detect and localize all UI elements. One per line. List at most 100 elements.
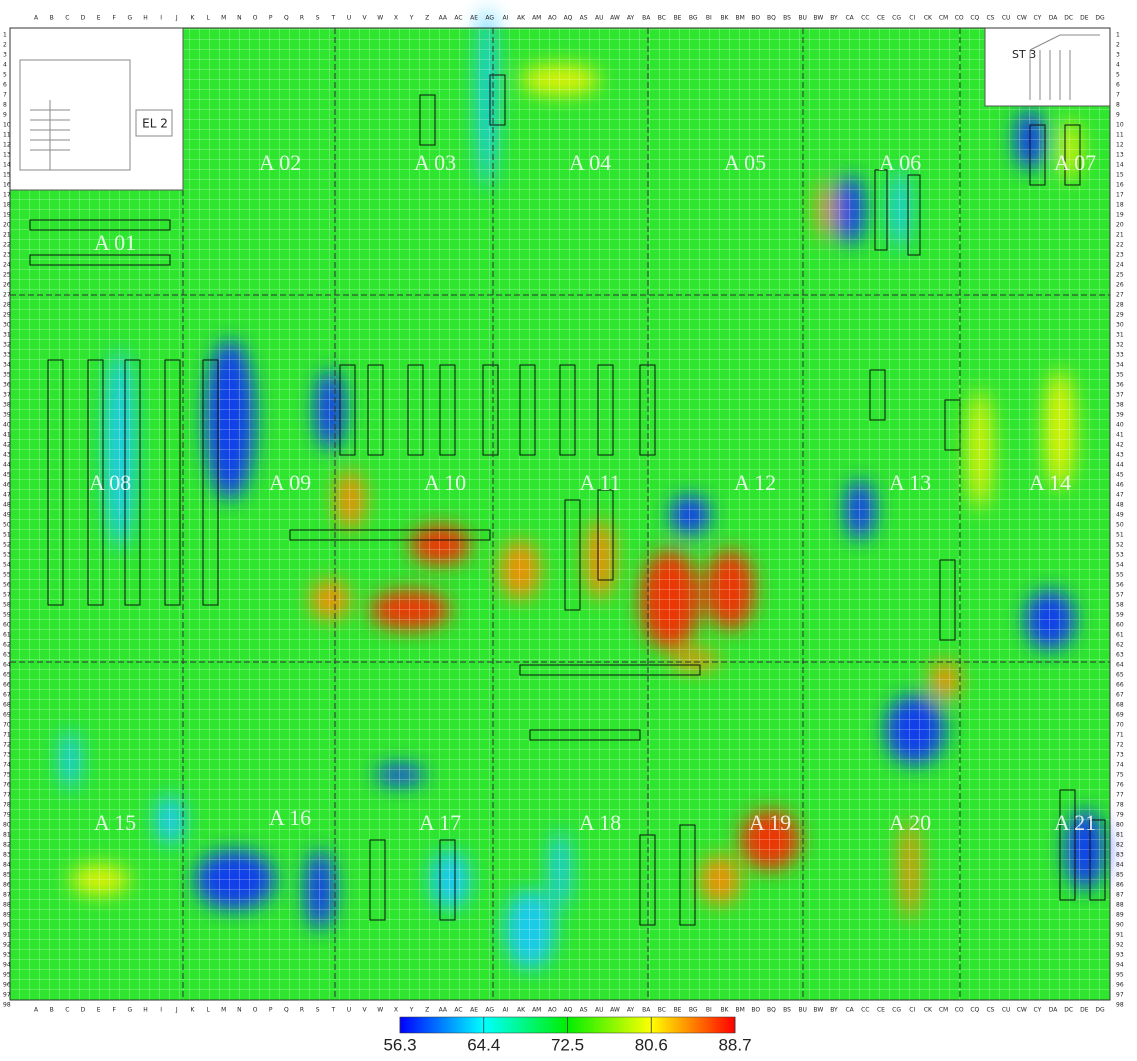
row-label: 60 <box>1116 622 1124 629</box>
row-label: 55 <box>3 572 11 579</box>
row-label: 75 <box>1116 772 1124 779</box>
column-label: V <box>363 15 368 22</box>
row-label: 29 <box>3 312 11 319</box>
column-label: R <box>300 1007 304 1014</box>
row-label: 94 <box>3 962 11 969</box>
row-label: 82 <box>3 842 11 849</box>
area-label: A 15 <box>94 810 136 835</box>
column-label: AQ <box>564 15 573 22</box>
column-label: G <box>128 15 133 22</box>
row-label: 60 <box>3 622 11 629</box>
column-label: Z <box>425 15 429 22</box>
row-label: 4 <box>3 62 7 69</box>
shelves <box>29 74 1106 926</box>
column-label: P <box>269 15 273 22</box>
row-label: 4 <box>1116 62 1120 69</box>
area-label: A 08 <box>89 470 131 495</box>
row-label: 51 <box>3 532 11 539</box>
row-label: 89 <box>1116 912 1124 919</box>
row-label: 81 <box>3 832 11 839</box>
column-label: CW <box>1017 1007 1027 1014</box>
shelf <box>339 364 356 456</box>
row-label: 42 <box>1116 442 1124 449</box>
row-label: 22 <box>3 242 11 249</box>
row-label: 54 <box>1116 562 1124 569</box>
row-label: 53 <box>1116 552 1124 559</box>
column-label: BY <box>830 1007 838 1014</box>
colorbar-ticks: 56.3 64.4 72.5 80.6 88.7 <box>383 1017 752 1054</box>
area-labels: A 01 A 02 A 03 A 04 A 05 A 06 A 07 A 08 A 09 A 10… <box>89 150 1096 835</box>
column-label: AI <box>502 1007 508 1014</box>
colorbar-tick-label: 80.6 <box>635 1035 668 1054</box>
row-label: 1 <box>3 32 7 39</box>
row-label: 7 <box>1116 92 1120 99</box>
column-label: I <box>160 1007 162 1014</box>
row-label: 68 <box>3 702 11 709</box>
shelf <box>439 839 456 921</box>
row-label: 42 <box>3 442 11 449</box>
row-label: 58 <box>1116 602 1124 609</box>
column-label: CS <box>986 1007 994 1014</box>
row-label: 24 <box>1116 262 1124 269</box>
shelf <box>679 824 696 926</box>
column-label: CA <box>845 1007 854 1014</box>
column-label: AE <box>470 15 478 22</box>
column-label: E <box>97 15 101 22</box>
row-label: 25 <box>3 272 11 279</box>
row-label: 40 <box>1116 422 1124 429</box>
shelf <box>29 219 171 231</box>
row-label: 10 <box>3 122 11 129</box>
row-label: 33 <box>3 352 11 359</box>
row-label: 40 <box>3 422 11 429</box>
row-label: 78 <box>3 802 11 809</box>
shelf <box>519 364 536 456</box>
column-label: Y <box>409 1007 414 1014</box>
column-label: Y <box>409 15 414 22</box>
area-label: A 21 <box>1054 810 1096 835</box>
column-label: AO <box>548 15 557 22</box>
column-label: AA <box>439 15 448 22</box>
column-label: CC <box>861 1007 869 1014</box>
row-label: 75 <box>3 772 11 779</box>
row-label: 32 <box>1116 342 1124 349</box>
row-label: 24 <box>3 262 11 269</box>
column-label: DC <box>1064 15 1073 22</box>
area-label: A 19 <box>749 810 791 835</box>
row-label: 13 <box>3 152 11 159</box>
column-label: BW <box>813 1007 823 1014</box>
column-label: BO <box>751 1007 760 1014</box>
row-label: 39 <box>3 412 11 419</box>
row-label: 36 <box>1116 382 1124 389</box>
shelf <box>482 364 499 456</box>
row-label: 35 <box>3 372 11 379</box>
row-label: 84 <box>3 862 11 869</box>
row-label: 72 <box>3 742 11 749</box>
column-label: I <box>160 15 162 22</box>
column-label: CU <box>1002 15 1011 22</box>
column-label: CM <box>939 15 948 22</box>
row-label: 57 <box>1116 592 1124 599</box>
row-label: 68 <box>1116 702 1124 709</box>
map-border <box>9 27 1111 1001</box>
row-label: 86 <box>3 882 11 889</box>
column-label: S <box>316 1007 320 1014</box>
column-label: BG <box>689 1007 698 1014</box>
row-label: 10 <box>1116 122 1124 129</box>
row-label: 21 <box>3 232 11 239</box>
column-label: BC <box>658 15 666 22</box>
column-label: M <box>221 1007 226 1014</box>
row-label: 77 <box>3 792 11 799</box>
column-label: J <box>175 15 178 22</box>
column-label: B <box>50 1007 54 1014</box>
column-label: D <box>81 1007 86 1014</box>
area-label: A 20 <box>889 810 931 835</box>
shelf <box>489 74 506 126</box>
column-label: BU <box>798 15 807 22</box>
row-label: 80 <box>1116 822 1124 829</box>
column-label: CQ <box>970 15 979 22</box>
row-label: 70 <box>3 722 11 729</box>
row-label: 16 <box>3 182 11 189</box>
row-label: 14 <box>3 162 11 169</box>
row-label: 17 <box>1116 192 1124 199</box>
column-label: N <box>237 1007 242 1014</box>
